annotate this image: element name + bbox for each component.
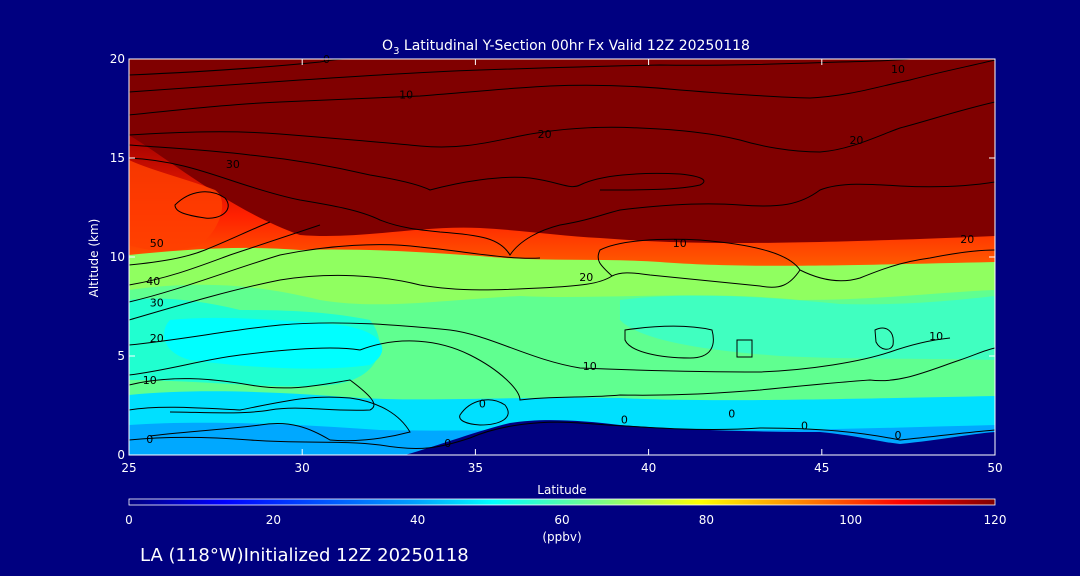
- contour-line: [874, 327, 894, 350]
- contour-line: [129, 157, 995, 256]
- contour-line: [129, 144, 705, 191]
- contour-line: [129, 221, 271, 266]
- cyan-lobe-2: [164, 317, 383, 369]
- contour-line: [359, 340, 995, 401]
- contour-label: 0: [801, 419, 808, 432]
- y-tick-label: 5: [117, 349, 125, 363]
- colorbar-tick-label: 40: [410, 513, 425, 527]
- contour-line: [597, 238, 801, 288]
- x-tick-label: 40: [641, 461, 656, 475]
- contour-label: 0: [146, 433, 153, 446]
- contour-label: 20: [849, 134, 863, 147]
- x-axis: 25 30 35 40 45 50: [121, 59, 1003, 475]
- contour-lines: [129, 59, 995, 449]
- contour-label: 10: [143, 374, 157, 387]
- red-core: [129, 160, 223, 251]
- contour-label: 10: [891, 63, 905, 76]
- colorbar-ticks: 0 20 40 60 80 100 120: [125, 513, 1006, 527]
- y-tick-label: 0: [117, 448, 125, 462]
- contour-label: 10: [583, 360, 597, 373]
- contour-line: [129, 59, 911, 93]
- footer-caption: LA (118°W)Initialized 12Z 20250118: [140, 545, 469, 566]
- contour-line: [129, 101, 995, 153]
- plot-field: [129, 59, 995, 455]
- contour-line: [174, 191, 229, 219]
- contour-label: 20: [960, 233, 974, 246]
- contour-line: [459, 399, 509, 426]
- colorbar-tick-label: 60: [554, 513, 569, 527]
- contour-line: [129, 421, 995, 449]
- x-tick-label: 50: [987, 461, 1002, 475]
- y-tick-label: 10: [110, 250, 125, 264]
- contour-line: [129, 224, 321, 286]
- terrain-mask: [405, 420, 995, 455]
- contour-line: [799, 249, 995, 282]
- colorbar-tick-label: 0: [125, 513, 133, 527]
- x-tick-label: 35: [468, 461, 483, 475]
- contour-label: 10: [673, 237, 687, 250]
- y-tick-label: 15: [110, 151, 125, 165]
- contour-line: [129, 378, 375, 414]
- colorbar-tick-label: 100: [839, 513, 862, 527]
- contour-line: [624, 325, 714, 359]
- y-axis-label: Altitude (km): [87, 219, 101, 298]
- contour-line: [129, 59, 351, 76]
- contour-label: 20: [579, 271, 593, 284]
- contour-label: 30: [150, 297, 164, 310]
- contour-label: 10: [399, 89, 413, 102]
- x-axis-label: Latitude: [537, 483, 586, 497]
- cyan-lobe-3: [620, 295, 995, 360]
- contour-label: 20: [150, 332, 164, 345]
- contour-label: 0: [895, 429, 902, 442]
- contour-label: 0: [444, 437, 451, 450]
- contour-label: 10: [929, 330, 943, 343]
- contour-label: 40: [146, 275, 160, 288]
- contour-line: [129, 59, 995, 116]
- contour-line: [129, 347, 361, 376]
- colorbar: [128, 498, 996, 506]
- contour-label: 0: [621, 413, 628, 426]
- contour-label: 30: [226, 158, 240, 171]
- contour-label: 50: [150, 237, 164, 250]
- x-tick-label: 30: [295, 461, 310, 475]
- contour-line: [129, 396, 411, 442]
- y-axis: 0 5 10 15 20: [110, 52, 995, 462]
- x-tick-label: 45: [814, 461, 829, 475]
- colorbar-tick-label: 80: [699, 513, 714, 527]
- contour-label: 0: [479, 398, 486, 411]
- contour-label: 0: [728, 407, 735, 420]
- colorbar-tick-label: 120: [984, 513, 1007, 527]
- contour-line: [736, 339, 753, 358]
- contour-line: [129, 322, 951, 373]
- contour-line: [129, 244, 541, 303]
- chart-title: O3 Latitudinal Y-Section 00hr Fx Valid 1…: [382, 38, 750, 57]
- contour-line: [129, 274, 613, 321]
- colorbar-units: (ppbv): [542, 530, 581, 544]
- x-tick-label: 25: [121, 461, 136, 475]
- contour-label: 20: [538, 128, 552, 141]
- colorbar-tick-label: 20: [266, 513, 281, 527]
- y-tick-label: 20: [110, 52, 125, 66]
